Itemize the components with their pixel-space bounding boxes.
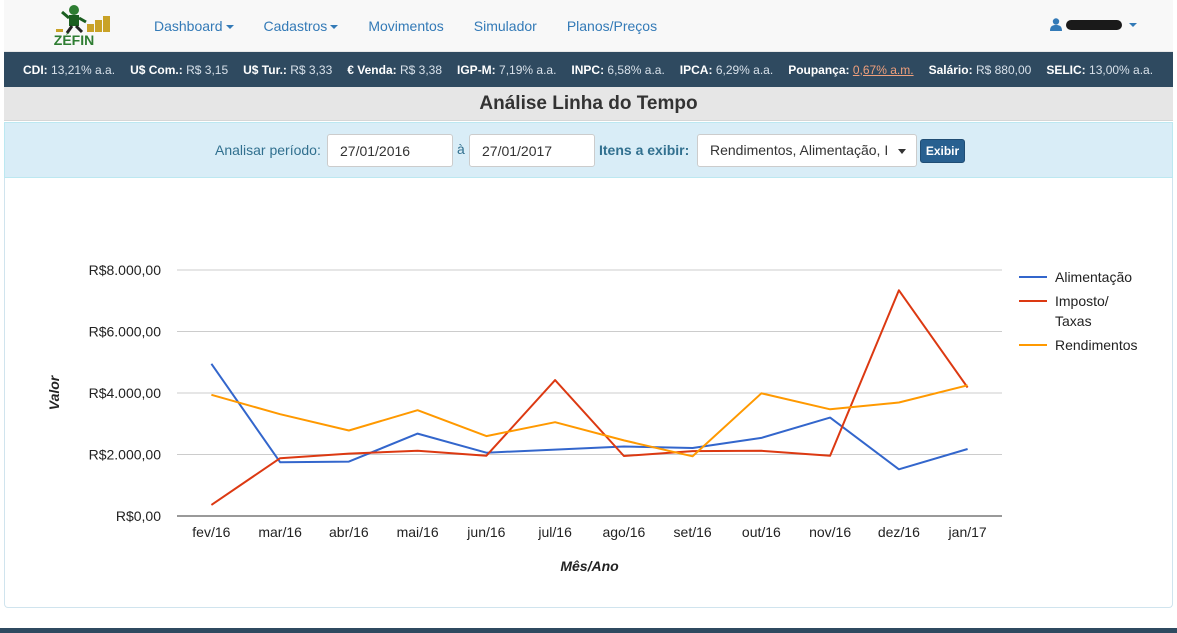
nav-item-label: Planos/Preços bbox=[566, 18, 658, 34]
x-tick-label: fev/16 bbox=[192, 524, 230, 540]
legend-label: Taxas bbox=[1055, 313, 1092, 329]
ticker-value: 6,58% a.a. bbox=[607, 62, 665, 77]
chevron-down-icon bbox=[330, 25, 339, 30]
x-tick-label: nov/16 bbox=[809, 524, 851, 540]
ticker-item: IGP-M: 7,19% a.a. bbox=[457, 63, 556, 77]
user-name-redacted bbox=[1066, 19, 1122, 30]
logo-mascot-icon bbox=[56, 5, 110, 34]
ticker-item: Salário: R$ 880,00 bbox=[929, 63, 1032, 77]
y-tick-label: R$0,00 bbox=[116, 508, 161, 524]
nav-item-cadastros[interactable]: Cadastros bbox=[264, 18, 339, 34]
nav-item-dashboard[interactable]: Dashboard bbox=[154, 18, 234, 34]
indicators-ticker: CDI: 13,21% a.a. U$ Com.: R$ 3,15 U$ Tur.:… bbox=[4, 52, 1173, 87]
ticker-label: INPC: bbox=[571, 62, 605, 77]
x-tick-label: jul/16 bbox=[537, 524, 572, 540]
items-select-value: Rendimentos, Alimentação, I bbox=[710, 142, 889, 158]
items-label: Itens a exibir: bbox=[599, 142, 690, 158]
chevron-down-icon bbox=[1129, 22, 1137, 27]
y-axis-title: Valor bbox=[46, 374, 62, 410]
period-separator: à bbox=[457, 141, 465, 157]
nav-item-label: Movimentos bbox=[368, 18, 444, 34]
timeline-line-chart: R$0,00 R$2.000,00 R$4.000,00 R$6.000,00 R$8.… bbox=[46, 262, 1138, 574]
period-label: Analisar período: bbox=[215, 142, 321, 158]
date-to-input[interactable] bbox=[469, 134, 595, 167]
logo-text: ZÉFIN bbox=[54, 32, 94, 48]
ticker-label: U$ Com.: bbox=[130, 62, 183, 77]
items-select[interactable]: Rendimentos, Alimentação, I bbox=[697, 134, 917, 167]
nav-item-movimentos[interactable]: Movimentos bbox=[368, 18, 443, 34]
ticker-value: R$ 880,00 bbox=[975, 62, 1032, 77]
zefin-logo[interactable]: ZÉFIN bbox=[34, 2, 114, 48]
page-title: Análise Linha do Tempo bbox=[4, 87, 1173, 121]
chevron-down-icon bbox=[225, 25, 234, 30]
ticker-label: € Venda: bbox=[347, 62, 397, 77]
ticker-value: 7,19% a.a. bbox=[499, 62, 557, 77]
user-icon bbox=[1050, 18, 1062, 31]
y-tick-label: R$6.000,00 bbox=[89, 324, 162, 340]
ticker-value: R$ 3,15 bbox=[186, 62, 229, 77]
filter-panel: Analisar período: à Itens a exibir: Rend… bbox=[4, 122, 1173, 178]
legend-label: Imposto/ bbox=[1055, 293, 1109, 309]
top-navbar: ZÉFIN Dashboard Cadastros Movimentos Simula… bbox=[4, 0, 1173, 52]
ticker-value[interactable]: 0,67% a.m. bbox=[852, 62, 914, 77]
ticker-item: INPC: 6,58% a.a. bbox=[571, 63, 664, 77]
ticker-label: Poupança: bbox=[788, 62, 850, 77]
x-tick-label: abr/16 bbox=[329, 524, 369, 540]
x-tick-label: mai/16 bbox=[397, 524, 439, 540]
y-tick-label: R$8.000,00 bbox=[89, 262, 162, 278]
ticker-value: 6,29% a.a. bbox=[715, 62, 774, 77]
nav-item-label: Dashboard bbox=[154, 18, 223, 34]
ticker-label: SELIC: bbox=[1046, 62, 1086, 77]
user-menu[interactable] bbox=[1050, 18, 1137, 31]
ticker-item: Poupança: 0,67% a.m. bbox=[788, 63, 913, 77]
ticker-label: U$ Tur.: bbox=[243, 62, 287, 77]
ticker-label: IPCA: bbox=[679, 62, 713, 77]
ticker-item: U$ Com.: R$ 3,15 bbox=[130, 63, 228, 77]
date-from-input[interactable] bbox=[327, 134, 453, 167]
main-nav: Dashboard Cadastros Movimentos Simulador Pla… bbox=[154, 0, 687, 52]
ticker-value: R$ 3,38 bbox=[399, 62, 443, 77]
legend-label: Rendimentos bbox=[1055, 337, 1138, 353]
nav-item-label: Cadastros bbox=[263, 18, 328, 34]
footer-bar bbox=[0, 628, 1177, 633]
x-tick-label: jan/17 bbox=[948, 524, 987, 540]
ticker-value: 13,00% a.a. bbox=[1089, 62, 1154, 77]
x-tick-label: out/16 bbox=[742, 524, 781, 540]
series-line-alimenta-o bbox=[210, 363, 968, 471]
exibir-button[interactable]: Exibir bbox=[920, 139, 965, 163]
chart-panel: R$0,00 R$2.000,00 R$4.000,00 R$6.000,00 R$8.… bbox=[4, 178, 1173, 608]
ticker-value: R$ 3,33 bbox=[290, 62, 333, 77]
x-tick-label: mar/16 bbox=[258, 524, 302, 540]
ticker-item: U$ Tur.: R$ 3,33 bbox=[243, 63, 332, 77]
x-tick-label: dez/16 bbox=[878, 524, 920, 540]
nav-item-planos-pre-os[interactable]: Planos/Preços bbox=[567, 18, 657, 34]
y-tick-label: R$4.000,00 bbox=[89, 385, 162, 401]
x-axis-title: Mês/Ano bbox=[560, 558, 619, 574]
x-tick-label: jun/16 bbox=[466, 524, 505, 540]
series-line-rendimentos bbox=[211, 384, 968, 458]
series-line-imposto-taxas bbox=[210, 289, 969, 506]
ticker-label: CDI: bbox=[23, 62, 48, 77]
ticker-item: SELIC: 13,00% a.a. bbox=[1046, 63, 1153, 77]
x-tick-label: ago/16 bbox=[602, 524, 645, 540]
nav-item-label: Simulador bbox=[473, 18, 537, 34]
ticker-value: 13,21% a.a. bbox=[51, 62, 116, 77]
x-tick-label: set/16 bbox=[674, 524, 712, 540]
legend-label: Alimentação bbox=[1055, 269, 1132, 285]
y-tick-label: R$2.000,00 bbox=[89, 447, 162, 463]
ticker-label: IGP-M: bbox=[457, 62, 496, 77]
nav-item-simulador[interactable]: Simulador bbox=[474, 18, 537, 34]
ticker-item: € Venda: R$ 3,38 bbox=[347, 63, 442, 77]
ticker-item: IPCA: 6,29% a.a. bbox=[680, 63, 773, 77]
chevron-down-icon bbox=[898, 149, 906, 154]
ticker-item: CDI: 13,21% a.a. bbox=[23, 63, 115, 77]
ticker-label: Salário: bbox=[928, 62, 973, 77]
